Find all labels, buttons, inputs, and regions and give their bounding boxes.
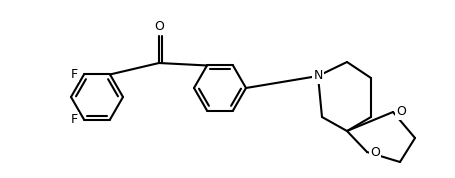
Text: O: O [369,145,379,158]
Text: F: F [70,113,77,126]
Text: N: N [313,69,322,82]
Text: O: O [395,106,405,119]
Text: O: O [154,20,164,33]
Text: F: F [70,68,77,81]
